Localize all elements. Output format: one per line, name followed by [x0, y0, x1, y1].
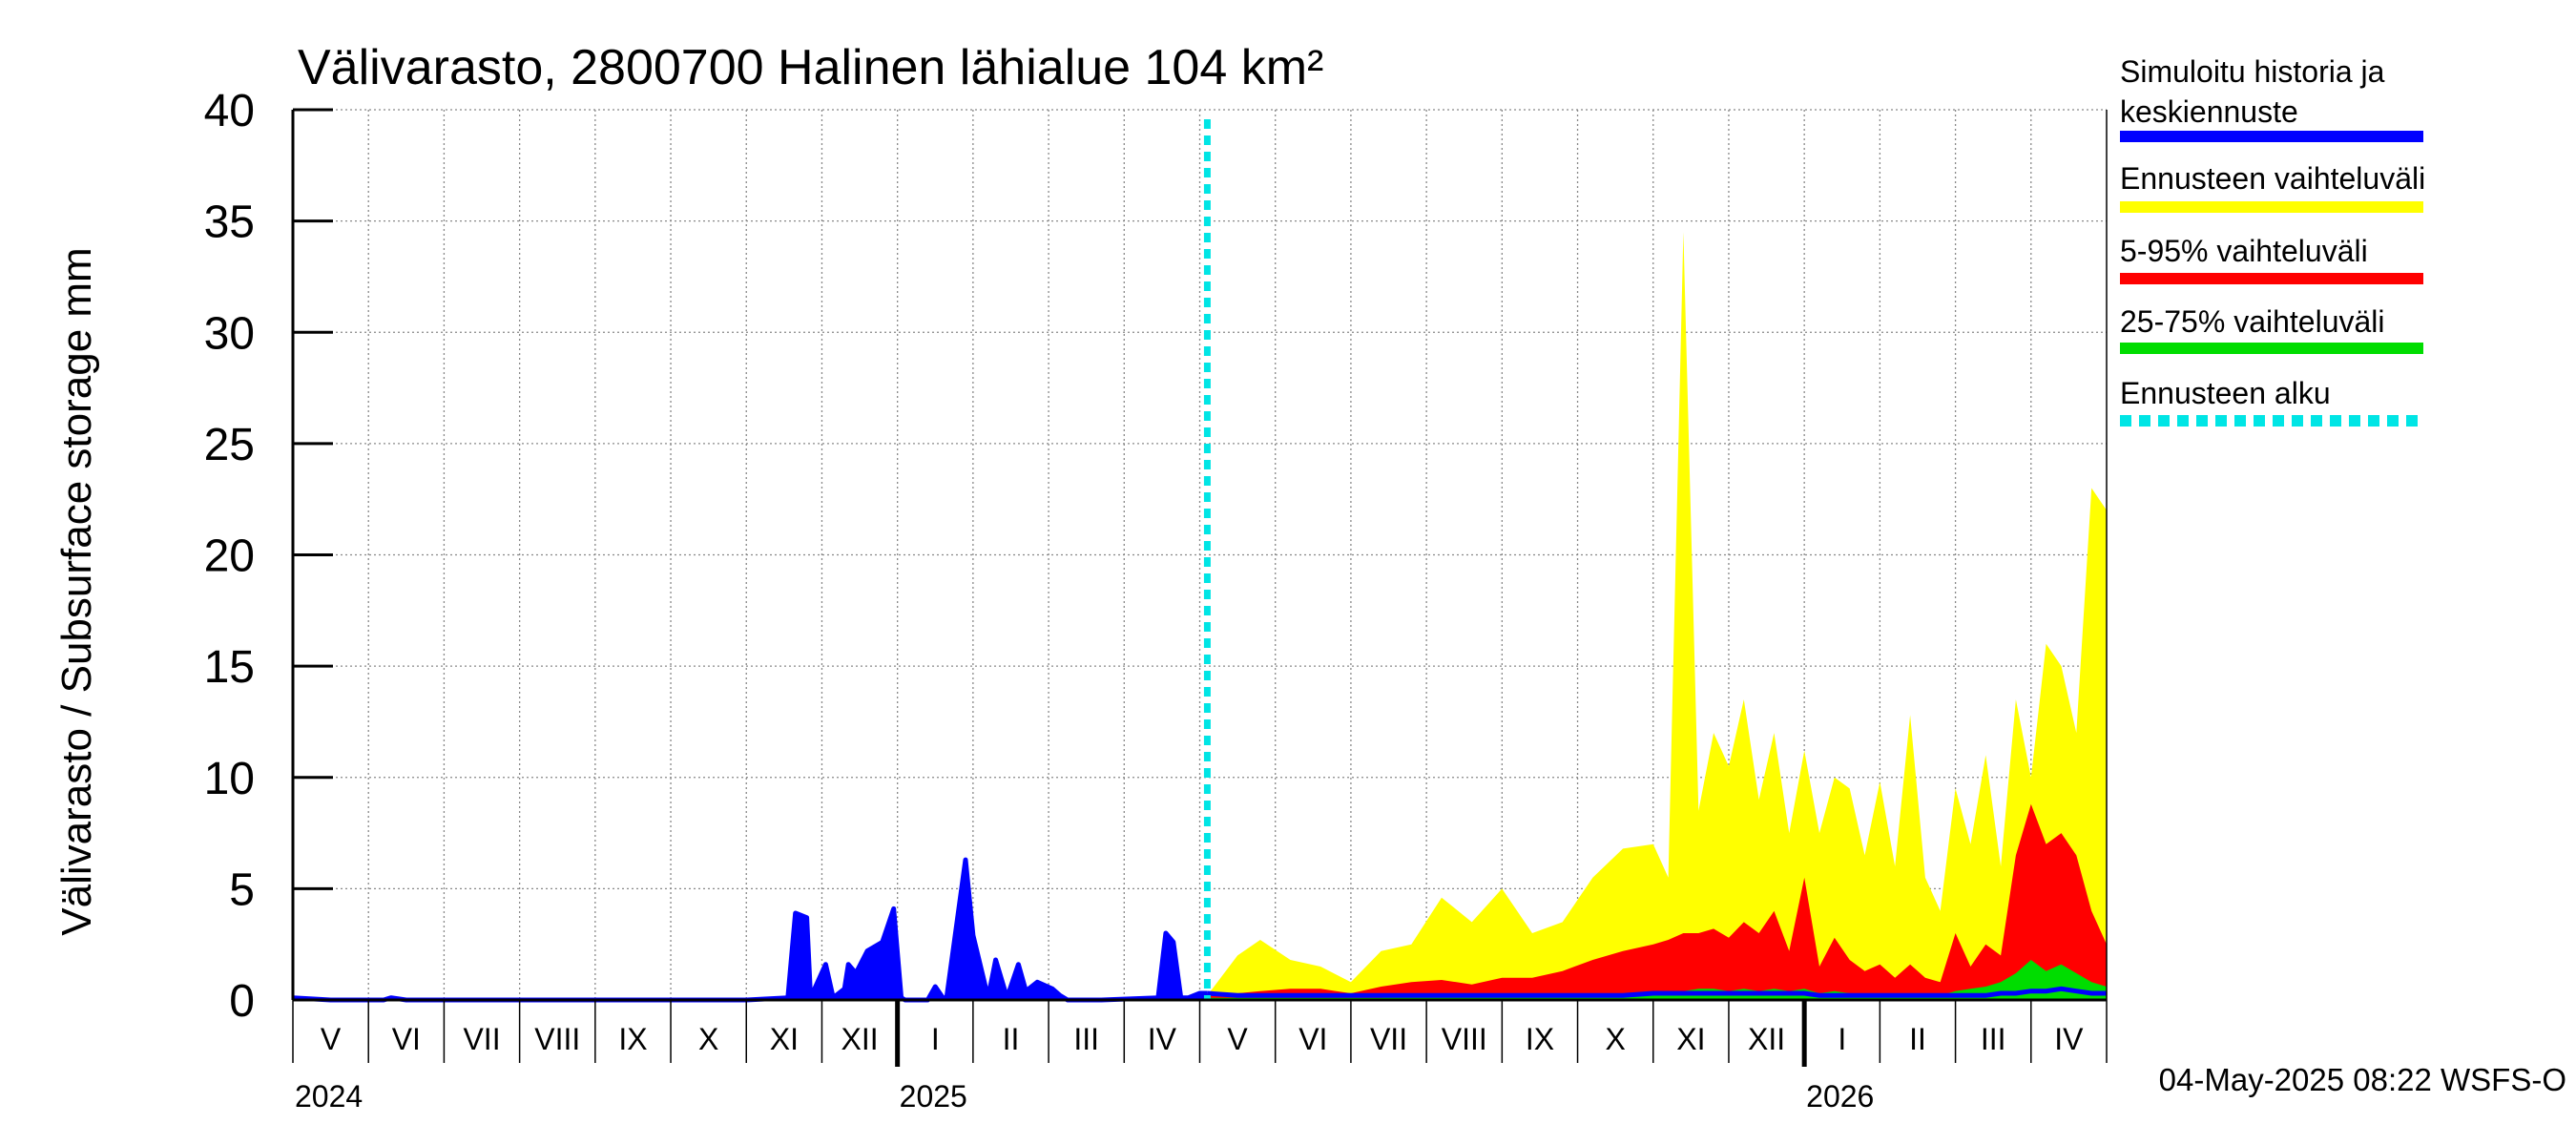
legend-label-start: Ennusteen alku [2120, 376, 2331, 410]
month-label: I [1838, 1022, 1846, 1056]
month-label: VIII [534, 1022, 580, 1056]
legend-label-p5_95: 5-95% vaihteluväli [2120, 234, 2368, 268]
chart-title: Välivarasto, 2800700 Halinen lähialue 10… [298, 40, 1323, 95]
month-label: X [698, 1022, 718, 1056]
y-tick-label: 15 [204, 642, 255, 693]
y-axis-label: Välivarasto / Subsurface storage mm [53, 247, 100, 935]
month-label: IX [618, 1022, 647, 1056]
legend-label-range: Ennusteen vaihteluväli [2120, 161, 2425, 196]
legend-label-history: Simuloitu historia ja keskiennuste [2120, 54, 2385, 129]
y-tick-label: 40 [204, 86, 255, 136]
month-label: XI [770, 1022, 799, 1056]
month-label: IV [1148, 1022, 1177, 1056]
month-label: VIII [1442, 1022, 1487, 1056]
legend: Simuloitu historia ja keskiennuste Ennuste… [2120, 54, 2425, 427]
month-label: VII [1370, 1022, 1407, 1056]
y-tick-label: 35 [204, 198, 255, 248]
year-label: 2026 [1806, 1079, 1874, 1114]
month-label: VI [1298, 1022, 1327, 1056]
month-label: XII [841, 1022, 879, 1056]
year-label: 2025 [900, 1079, 967, 1114]
year-label: 2024 [295, 1079, 363, 1114]
timestamp: 04-May-2025 08:22 WSFS-O [2159, 1062, 2566, 1097]
legend-label-p25_75: 25-75% vaihteluväli [2120, 304, 2385, 339]
y-tick-label: 10 [204, 754, 255, 804]
month-label: IV [2054, 1022, 2084, 1056]
month-label: III [1981, 1022, 2006, 1056]
forecast-range-area [1207, 232, 2107, 1001]
y-tick-label: 5 [229, 864, 255, 915]
month-label: IX [1526, 1022, 1554, 1056]
month-label: II [1909, 1022, 1926, 1056]
month-label: V [1227, 1022, 1248, 1056]
y-tick-label: 30 [204, 308, 255, 359]
month-label: VII [463, 1022, 500, 1056]
month-label: XII [1748, 1022, 1785, 1056]
month-label: XI [1676, 1022, 1705, 1056]
y-tick-label: 0 [229, 976, 255, 1027]
month-label: I [931, 1022, 940, 1056]
month-label: X [1605, 1022, 1625, 1056]
y-tick-label: 25 [204, 420, 255, 470]
month-label: II [1003, 1022, 1020, 1056]
forecast-mean-line [1207, 986, 2107, 998]
month-label: III [1073, 1022, 1099, 1056]
month-label: V [321, 1022, 342, 1056]
y-tick-label: 20 [204, 531, 255, 582]
month-label: VI [392, 1022, 421, 1056]
